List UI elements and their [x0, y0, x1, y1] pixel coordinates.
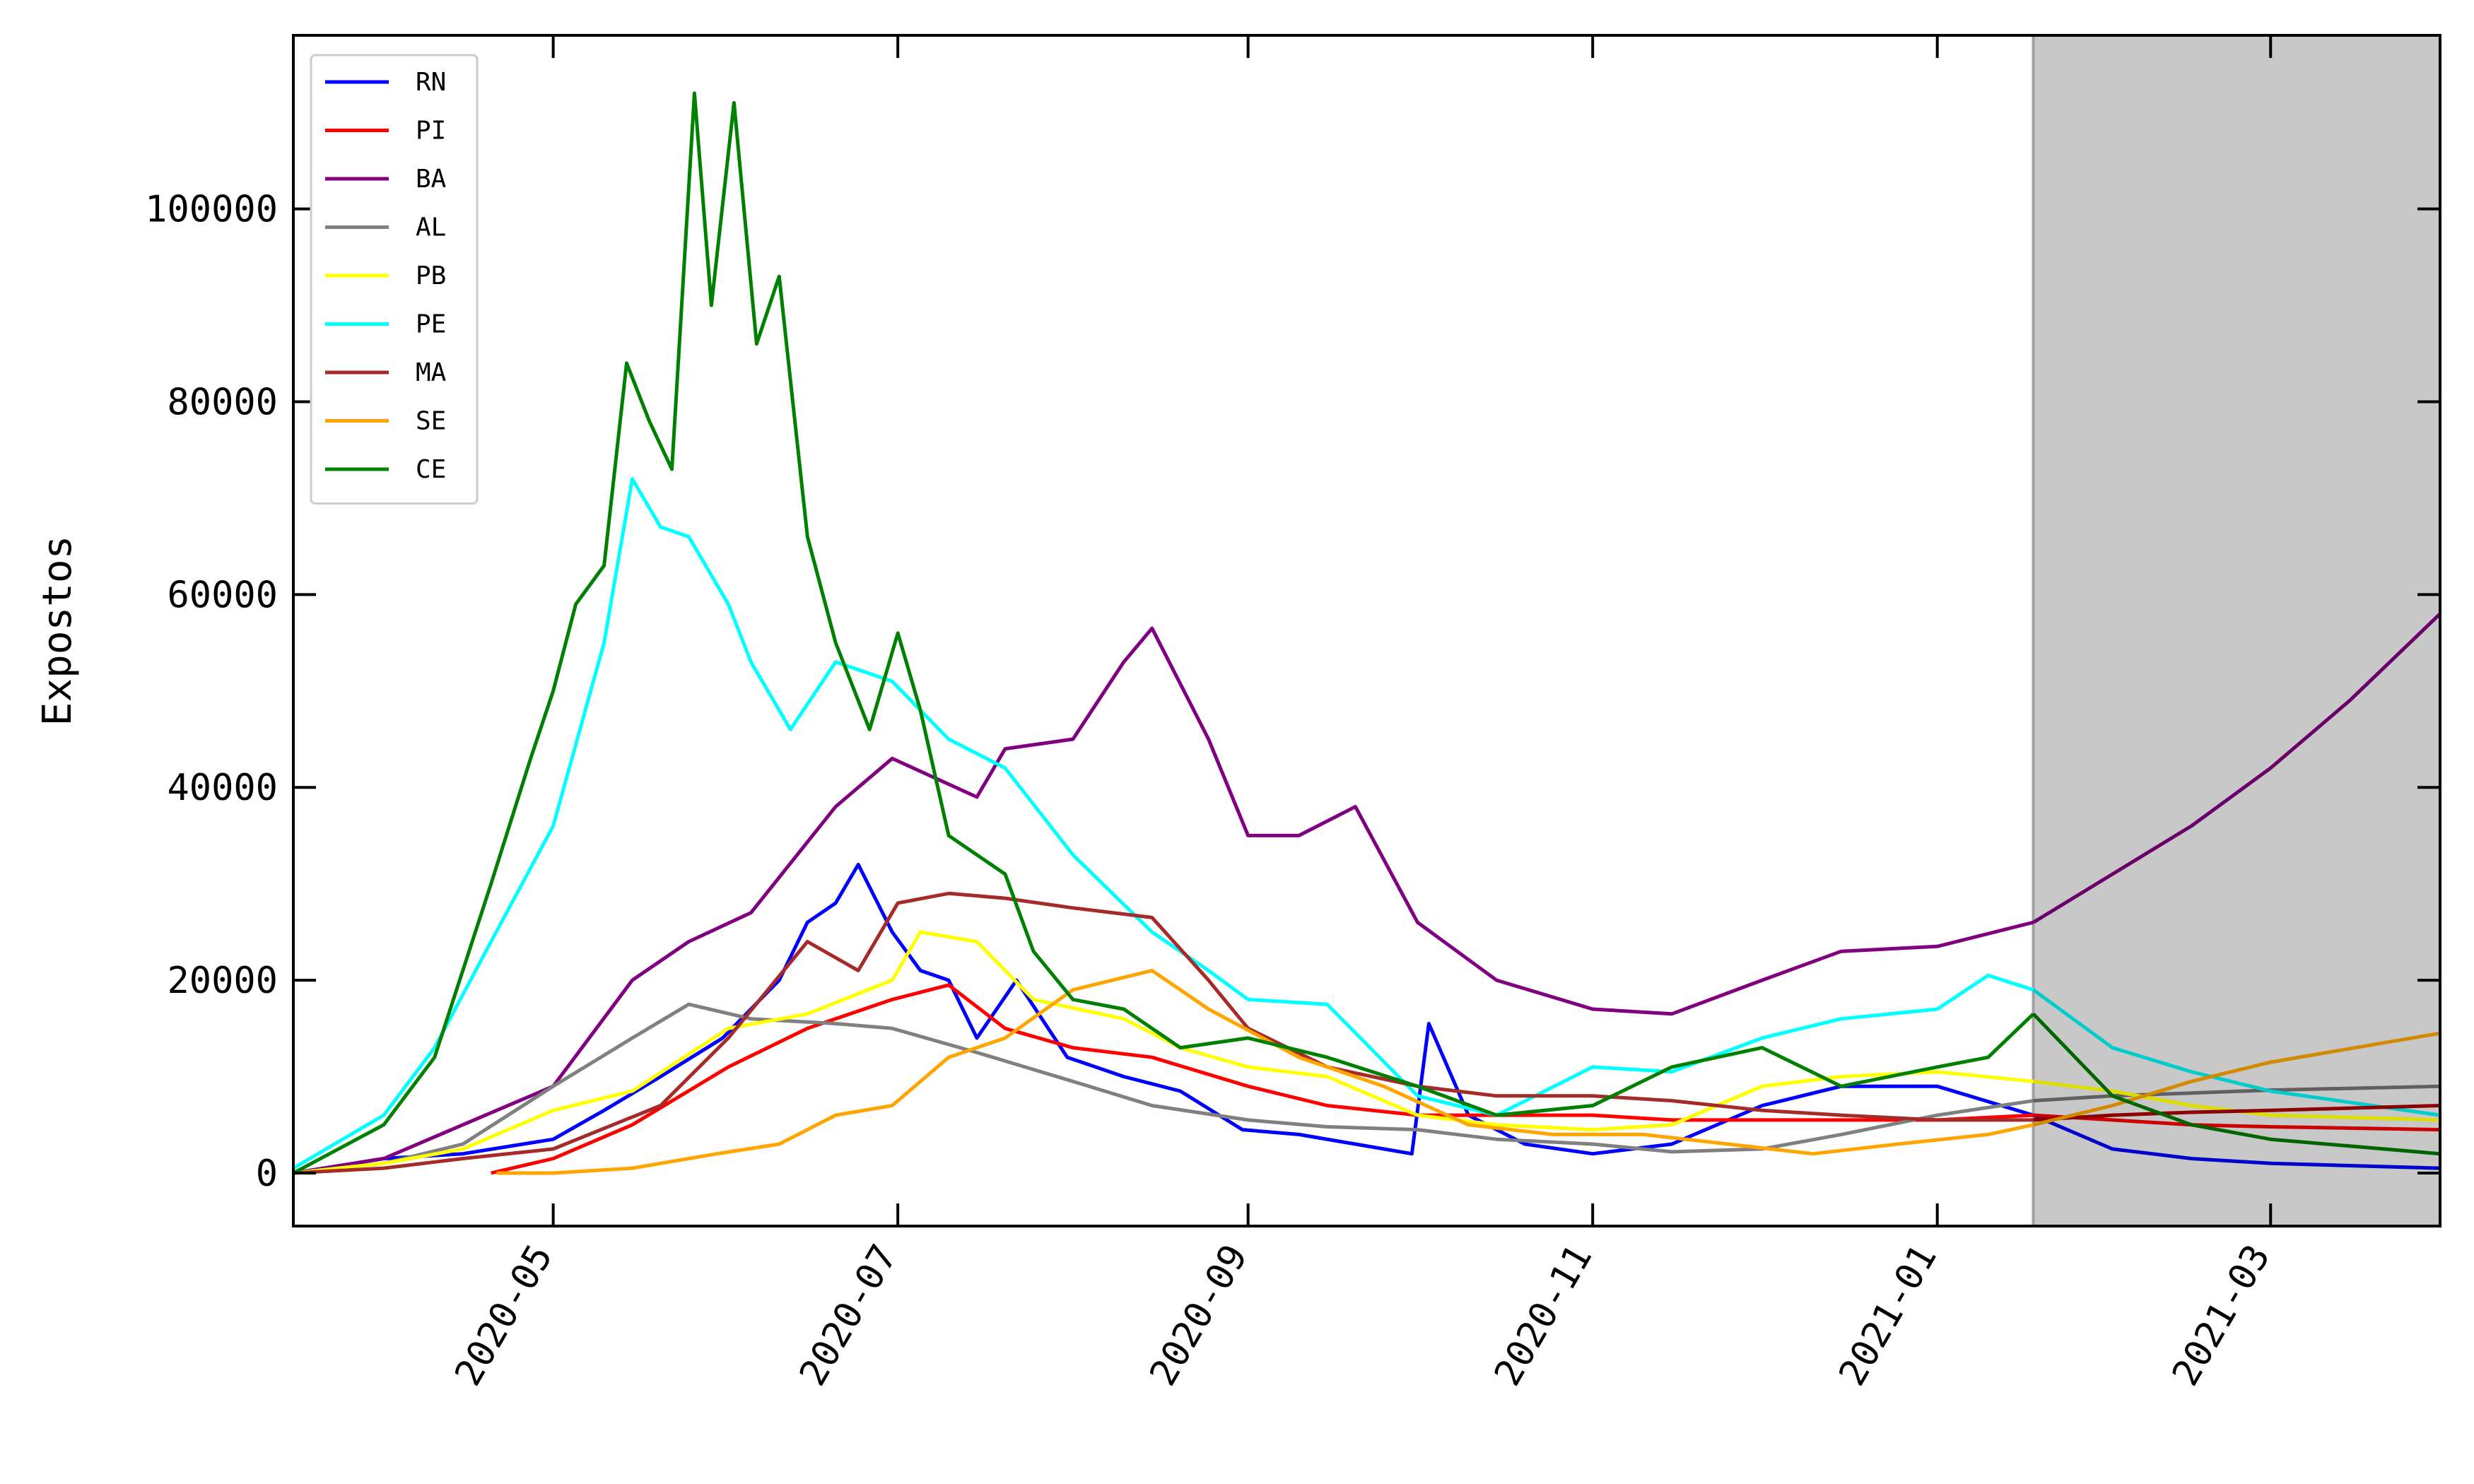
y-tick-label: 60000 [167, 574, 278, 616]
series-projection-CE [2032, 1013, 2441, 1156]
x-tick-label: 2020-07 [792, 1238, 906, 1394]
series-projection-AL [2033, 1084, 2441, 1103]
y-tick-label: 0 [256, 1153, 278, 1195]
series-line-AL [293, 1002, 2034, 1175]
shaded-region-rect [2033, 35, 2440, 1226]
series-line-BA [293, 626, 2034, 1175]
plot-frame [292, 34, 2441, 1227]
series-projection-SE [2033, 1031, 2441, 1127]
legend-label-BA: BA [416, 165, 447, 194]
x-tick-label: 2020-09 [1142, 1238, 1256, 1394]
x-tick-label: 2020-11 [1487, 1238, 1601, 1394]
y-tick-label: 80000 [167, 381, 278, 423]
y-tick-label: 20000 [167, 960, 278, 1002]
x-tick-label: 2020-05 [447, 1238, 561, 1394]
series-line-SE [496, 968, 2034, 1175]
series-line-RN [293, 862, 2034, 1175]
legend-label-AL: AL [416, 213, 446, 242]
x-tick-label: 2021-01 [1831, 1238, 1945, 1394]
series-line-PI [491, 983, 2034, 1175]
series-projection-MA [2033, 1104, 2441, 1122]
projection-shaded-region [2032, 35, 2440, 1226]
series-projection-RN [2032, 1113, 2441, 1170]
series-projection-PB [2033, 1079, 2441, 1122]
series-line-PB [293, 930, 2034, 1175]
y-axis-title: Expostos [35, 536, 81, 726]
series-line-PE [292, 477, 2034, 1170]
legend-label-PB: PB [416, 261, 446, 290]
legend-label-MA: MA [416, 358, 447, 387]
legend-label-PE: PE [416, 310, 446, 339]
series-line-MA [293, 891, 2034, 1175]
legend-box [310, 54, 479, 505]
series-projection-PE [2032, 988, 2441, 1117]
x-tick-label: 2021-03 [2164, 1238, 2279, 1394]
y-tick-label: 40000 [167, 767, 278, 809]
legend-label-CE: CE [416, 455, 446, 484]
legend-label-PI: PI [416, 117, 446, 146]
legend: RN PI BA AL PB PE MA SE CE [310, 54, 479, 505]
legend-label-SE: SE [416, 407, 446, 436]
series-lines [292, 91, 2441, 1175]
legend-label-RN: RN [416, 68, 446, 97]
series-line-CE [292, 91, 2035, 1175]
y-tick-label: 100000 [145, 189, 278, 231]
series-projection-BA [2032, 612, 2441, 924]
